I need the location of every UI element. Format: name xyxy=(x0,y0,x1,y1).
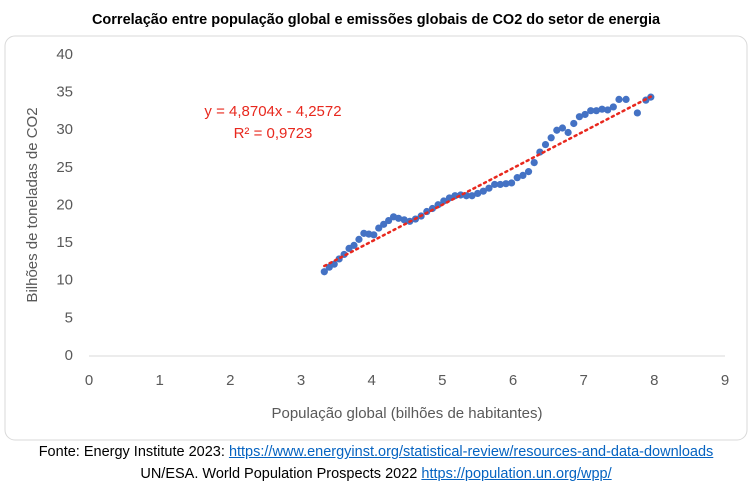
y-tick-label: 5 xyxy=(65,309,73,326)
data-point xyxy=(598,105,606,113)
footer-link[interactable]: https://www.energyinst.org/statistical-r… xyxy=(228,444,714,460)
data-point xyxy=(558,124,567,132)
footer-line: Fonte: Energy Institute 2023: https://ww… xyxy=(0,444,752,460)
data-point xyxy=(502,180,510,188)
data-point xyxy=(587,107,595,115)
data-point xyxy=(570,119,578,128)
x-tick-label: 5 xyxy=(438,372,446,389)
y-axis-title: Bilhões de toneladas de CO2 xyxy=(24,107,41,302)
y-tick-label: 25 xyxy=(56,159,73,176)
data-point xyxy=(491,180,499,189)
data-point xyxy=(479,187,487,195)
x-tick-label: 0 xyxy=(85,372,93,389)
x-axis-title: População global (bilhões de habitantes) xyxy=(271,405,542,422)
footer-text: UN/ESA. World Population Prospects 2022 xyxy=(140,466,418,482)
data-point xyxy=(468,192,476,200)
x-tick-label: 8 xyxy=(650,372,658,389)
data-point xyxy=(564,128,572,137)
data-point xyxy=(622,95,630,103)
data-point xyxy=(350,241,358,249)
footer-line: UN/ESA. World Population Prospects 2022 … xyxy=(0,466,752,482)
y-tick-label: 15 xyxy=(56,234,73,251)
trendline-equation: y = 4,8704x - 4,2572 xyxy=(204,103,341,120)
data-point xyxy=(320,268,328,276)
y-tick-label: 35 xyxy=(56,84,73,101)
data-point xyxy=(581,110,589,119)
y-tick-label: 20 xyxy=(56,196,73,213)
data-point xyxy=(547,134,555,142)
data-point xyxy=(385,216,393,225)
x-tick-label: 4 xyxy=(367,372,375,389)
x-tick-label: 9 xyxy=(721,372,729,389)
y-tick-label: 30 xyxy=(56,121,73,138)
trendline xyxy=(323,95,653,268)
data-point xyxy=(370,231,378,239)
data-point xyxy=(604,106,612,114)
x-tick-label: 1 xyxy=(155,372,163,389)
chart-title: Correlação entre população global e emis… xyxy=(92,12,661,28)
data-point xyxy=(530,159,538,167)
data-point xyxy=(355,235,363,243)
data-point xyxy=(592,107,600,115)
data-point xyxy=(633,109,641,117)
y-tick-label: 40 xyxy=(56,46,73,63)
x-tick-label: 3 xyxy=(297,372,305,389)
data-point xyxy=(485,184,493,192)
data-point xyxy=(615,95,623,103)
y-tick-label: 10 xyxy=(56,272,73,289)
x-tick-label: 6 xyxy=(509,372,517,389)
data-point xyxy=(380,220,388,228)
data-point xyxy=(375,224,383,232)
chart: Correlação entre população global e emis… xyxy=(4,12,748,441)
data-point xyxy=(440,197,448,205)
footer-link[interactable]: https://population.un.org/wpp/ xyxy=(421,466,612,482)
data-point xyxy=(524,168,533,176)
trendline-r2: R² = 0,9723 xyxy=(234,125,313,142)
data-point xyxy=(519,171,527,179)
data-point xyxy=(553,126,561,134)
footer-text: Fonte: Energy Institute 2023: xyxy=(38,444,225,460)
data-point xyxy=(496,180,504,189)
data-point xyxy=(474,189,482,198)
data-point xyxy=(575,113,584,121)
y-tick-label: 0 xyxy=(65,347,73,364)
x-tick-label: 2 xyxy=(226,372,234,389)
x-tick-label: 7 xyxy=(579,372,587,389)
data-point xyxy=(513,174,521,182)
data-point xyxy=(507,179,516,187)
data-point xyxy=(541,140,550,149)
data-point xyxy=(400,216,408,224)
data-point xyxy=(394,214,403,222)
data-point xyxy=(609,103,617,111)
chart-frame xyxy=(4,35,748,441)
